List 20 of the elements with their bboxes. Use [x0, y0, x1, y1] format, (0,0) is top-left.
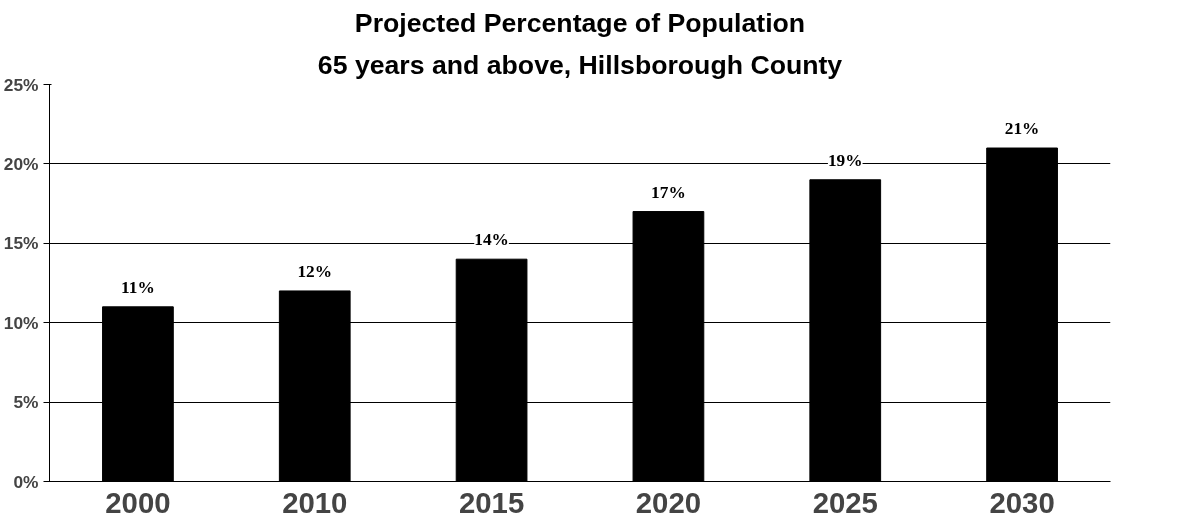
- y-tick-label: 0%: [13, 471, 39, 492]
- x-tick-label: 2010: [282, 485, 348, 519]
- x-tick-label: 2025: [812, 485, 878, 519]
- chart-title: Projected Percentage of Population: [354, 7, 806, 38]
- data-label: 19%: [827, 150, 863, 170]
- x-tick-label: 2030: [989, 485, 1055, 519]
- data-label: 12%: [297, 262, 333, 282]
- y-tick-label: 5%: [13, 392, 39, 413]
- x-tick-label: 2020: [635, 485, 702, 519]
- x-tick-label: 2015: [458, 485, 525, 519]
- chart-subtitle: 65 years and above, Hillsborough County: [317, 49, 843, 80]
- y-tick-label: 20%: [3, 153, 39, 174]
- y-tick-label: 25%: [3, 74, 39, 95]
- y-tick-label: 10%: [3, 312, 39, 333]
- x-tick-label: 2000: [105, 485, 171, 519]
- y-tick-label: 15%: [3, 233, 39, 254]
- data-label: 11%: [121, 277, 155, 297]
- data-label: 17%: [651, 182, 686, 202]
- data-label: 21%: [1004, 119, 1040, 139]
- data-label: 14%: [474, 230, 509, 250]
